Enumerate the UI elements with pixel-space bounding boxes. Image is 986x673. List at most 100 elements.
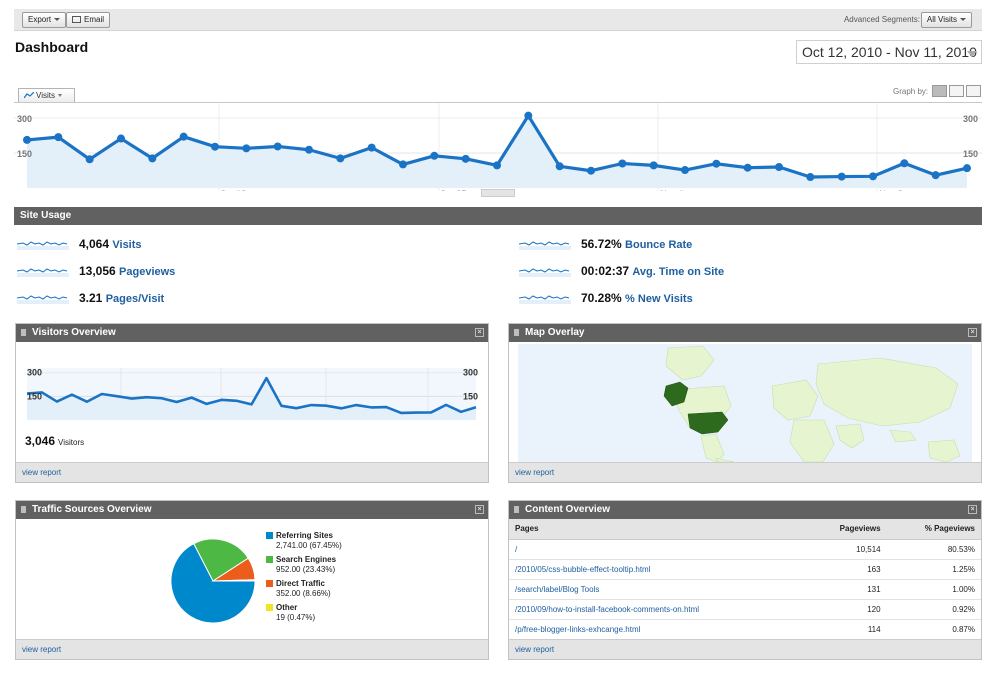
pie-slice[interactable] bbox=[193, 538, 249, 582]
legend-item[interactable]: Direct Traffic 352.00 (8.66%) bbox=[266, 579, 342, 599]
graph-by-day-button[interactable] bbox=[932, 85, 947, 97]
data-point[interactable] bbox=[273, 142, 282, 151]
metric-value: 3.21 bbox=[79, 291, 103, 305]
page-link[interactable]: /search/label/Blog Tools bbox=[509, 579, 807, 600]
column-header[interactable]: % Pageviews bbox=[886, 519, 981, 540]
data-point[interactable] bbox=[931, 171, 940, 180]
view-report-link[interactable]: view report bbox=[22, 468, 62, 477]
legend-item[interactable]: Referring Sites 2,741.00 (67.45%) bbox=[266, 531, 342, 551]
drag-handle-icon[interactable] bbox=[514, 506, 519, 513]
y-tick-label: 150 bbox=[463, 391, 478, 401]
world-map[interactable] bbox=[518, 344, 972, 462]
legend-detail: 2,741.00 (67.45%) bbox=[276, 541, 342, 550]
view-report-link[interactable]: view report bbox=[22, 645, 62, 654]
data-point[interactable] bbox=[743, 163, 752, 172]
graph-by-week-button[interactable] bbox=[949, 85, 964, 97]
drag-handle-icon[interactable] bbox=[21, 329, 26, 336]
data-point[interactable] bbox=[367, 143, 376, 152]
close-icon[interactable]: × bbox=[475, 505, 484, 514]
column-header[interactable]: Pageviews bbox=[806, 519, 887, 540]
date-range-picker[interactable]: Oct 12, 2010 - Nov 11, 2010 bbox=[796, 40, 982, 64]
visitor-count: 3,046 Visitors bbox=[25, 434, 84, 448]
page-link[interactable]: / bbox=[509, 539, 807, 560]
metric-label[interactable]: Visits bbox=[112, 239, 142, 251]
y-tick-label: 300 bbox=[463, 368, 478, 378]
data-point[interactable] bbox=[775, 163, 783, 171]
table-row: /10,514 80.53% bbox=[509, 539, 981, 560]
mexico bbox=[700, 433, 725, 462]
widget-header[interactable]: Content Overview × bbox=[509, 501, 981, 519]
data-point[interactable] bbox=[681, 166, 689, 175]
metric-label[interactable]: Pageviews bbox=[119, 266, 176, 278]
widget-header[interactable]: Map Overlay × bbox=[509, 324, 981, 342]
data-point[interactable] bbox=[712, 159, 721, 168]
content-table: Pages Pageviews % Pageviews /10,514 80.53… bbox=[509, 519, 981, 640]
graph-by-month-button[interactable] bbox=[966, 85, 981, 97]
data-point[interactable] bbox=[963, 164, 971, 173]
email-icon bbox=[72, 16, 81, 23]
drag-handle-icon[interactable] bbox=[21, 506, 26, 513]
metric-label[interactable]: % New Visits bbox=[625, 293, 693, 305]
widget-footer: view report bbox=[16, 462, 488, 482]
legend-detail: 952.00 (23.43%) bbox=[276, 565, 336, 574]
drag-handle-icon[interactable] bbox=[514, 329, 519, 336]
data-point[interactable] bbox=[587, 166, 595, 175]
metric-value: 56.72% bbox=[581, 237, 622, 251]
data-point[interactable] bbox=[54, 133, 63, 142]
data-point[interactable] bbox=[148, 154, 157, 163]
data-point[interactable] bbox=[461, 154, 470, 163]
visitors-overview-widget: Visitors Overview × 300 300 150 150 3,046 Vi… bbox=[15, 323, 489, 483]
email-label: Email bbox=[84, 15, 105, 24]
view-report-link[interactable]: view report bbox=[515, 645, 555, 654]
legend-item[interactable]: Other 19 (0.47%) bbox=[266, 603, 342, 623]
close-icon[interactable]: × bbox=[475, 328, 484, 337]
metric-row: 13,056 Pageviews bbox=[79, 264, 175, 278]
data-point[interactable] bbox=[555, 162, 564, 171]
metric-label[interactable]: Pages/Visit bbox=[105, 293, 165, 305]
data-point[interactable] bbox=[618, 159, 627, 168]
table-row: /2010/09/how-to-install-facebook-comment… bbox=[509, 599, 981, 620]
data-point[interactable] bbox=[869, 172, 877, 181]
data-point[interactable] bbox=[242, 144, 251, 153]
data-point[interactable] bbox=[305, 145, 313, 154]
segments-select[interactable]: All Visits bbox=[920, 12, 972, 28]
page-link[interactable]: /2010/05/css-bubble-effect-tooltip.html bbox=[509, 559, 807, 580]
data-point[interactable] bbox=[399, 160, 407, 169]
data-point[interactable] bbox=[493, 161, 501, 170]
legend-item[interactable]: Search Engines 952.00 (23.43%) bbox=[266, 555, 342, 575]
graph-resize-handle[interactable] bbox=[481, 189, 515, 197]
data-point[interactable] bbox=[23, 135, 31, 144]
column-header[interactable]: Pages bbox=[509, 519, 807, 540]
data-point[interactable] bbox=[117, 134, 125, 143]
data-point[interactable] bbox=[806, 173, 815, 182]
pie-slice[interactable] bbox=[212, 579, 256, 582]
widget-header[interactable]: Traffic Sources Overview × bbox=[16, 501, 488, 519]
data-point[interactable] bbox=[85, 155, 94, 164]
chevron-down-icon bbox=[57, 94, 62, 98]
page-link[interactable]: /p/free-blogger-links-exhcange.html bbox=[509, 619, 807, 640]
sparkline-icon bbox=[519, 241, 571, 250]
email-button[interactable]: Email bbox=[66, 12, 111, 28]
metric-label[interactable]: Bounce Rate bbox=[625, 239, 693, 251]
export-button[interactable]: Export bbox=[22, 12, 67, 28]
data-point[interactable] bbox=[211, 142, 219, 151]
metric-value: 4,064 bbox=[79, 237, 110, 251]
metric-label[interactable]: Avg. Time on Site bbox=[632, 266, 725, 278]
page-link[interactable]: /2010/09/how-to-install-facebook-comment… bbox=[509, 599, 807, 620]
data-point[interactable] bbox=[430, 151, 439, 160]
data-point[interactable] bbox=[179, 132, 188, 141]
data-point[interactable] bbox=[336, 154, 345, 163]
widget-header[interactable]: Visitors Overview × bbox=[16, 324, 488, 342]
data-point[interactable] bbox=[837, 172, 846, 181]
traffic-pie-chart[interactable] bbox=[161, 527, 281, 637]
y-tick-label: 300 bbox=[963, 114, 978, 124]
data-point[interactable] bbox=[524, 111, 533, 120]
close-icon[interactable]: × bbox=[968, 328, 977, 337]
pie-slice[interactable] bbox=[170, 542, 256, 624]
close-icon[interactable]: × bbox=[968, 505, 977, 514]
data-point[interactable] bbox=[900, 159, 909, 168]
view-report-link[interactable]: view report bbox=[515, 468, 555, 477]
data-point[interactable] bbox=[649, 161, 658, 170]
visits-metric-tab[interactable]: Visits bbox=[18, 88, 75, 103]
visits-chart: 300 300 150 150 Oct 18 Oct 25 Nov 1 Nov 8 bbox=[14, 103, 982, 199]
